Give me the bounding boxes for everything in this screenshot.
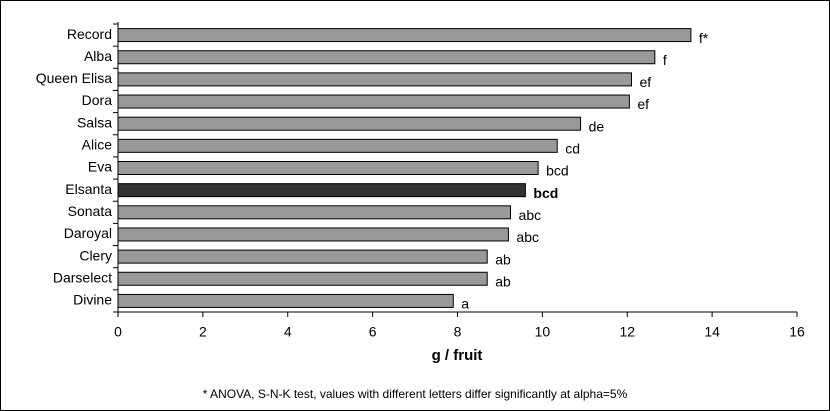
bar <box>117 138 558 153</box>
y-tick-label: Divine <box>73 292 112 308</box>
bar-annotation: f <box>663 52 667 68</box>
bar-annotation: a <box>461 296 469 312</box>
y-tick-label: Daroyal <box>64 225 112 241</box>
bar <box>117 183 526 198</box>
y-tick-label: Record <box>67 26 112 42</box>
bar-annotation: abc <box>519 207 542 223</box>
x-tick-label: 10 <box>535 324 551 340</box>
x-tick-label: 16 <box>789 324 805 340</box>
bar <box>117 50 656 65</box>
bar <box>117 72 632 87</box>
y-tick-label: Clery <box>79 247 112 263</box>
x-axis-title: g / fruit <box>432 347 483 364</box>
bar-annotation: ef <box>639 74 651 90</box>
y-tick-label: Alice <box>82 137 113 153</box>
y-tick-label: Elsanta <box>65 181 112 197</box>
x-tick-label: 6 <box>369 324 377 340</box>
bar-annotation: bcd <box>546 163 569 179</box>
bar <box>117 94 630 109</box>
y-tick-label: Queen Elisa <box>36 70 112 86</box>
y-tick-label: Darselect <box>53 269 112 285</box>
y-tick-label: Eva <box>88 159 112 175</box>
y-tick-label: Salsa <box>77 114 112 130</box>
bar <box>117 271 488 286</box>
bar-annotation: cd <box>565 141 580 157</box>
y-tick-label: Alba <box>84 48 112 64</box>
x-tick-label: 14 <box>704 324 720 340</box>
footnote: * ANOVA, S-N-K test, values with differe… <box>203 387 628 401</box>
bar <box>117 116 582 131</box>
bar-annotation: ab <box>495 251 511 267</box>
bar-annotation: f* <box>699 30 709 46</box>
bar-annotation: ab <box>495 273 511 289</box>
x-tick-label: 0 <box>114 324 122 340</box>
bar <box>117 205 512 220</box>
y-tick-label: Dora <box>82 92 113 108</box>
x-tick-label: 12 <box>619 324 635 340</box>
x-tick-label: 8 <box>454 324 462 340</box>
bar <box>117 161 539 175</box>
x-tick-label: 4 <box>284 324 292 340</box>
bar <box>117 227 509 242</box>
y-tick-label: Sonata <box>68 203 113 219</box>
bar <box>117 28 692 43</box>
bar-annotation: bcd <box>533 185 558 201</box>
bar <box>117 293 454 308</box>
x-tick-label: 2 <box>199 324 207 340</box>
bar-annotation: abc <box>516 229 539 245</box>
bar-annotation: de <box>589 118 605 134</box>
bar-annotation: ef <box>637 96 649 112</box>
bar <box>117 249 488 264</box>
